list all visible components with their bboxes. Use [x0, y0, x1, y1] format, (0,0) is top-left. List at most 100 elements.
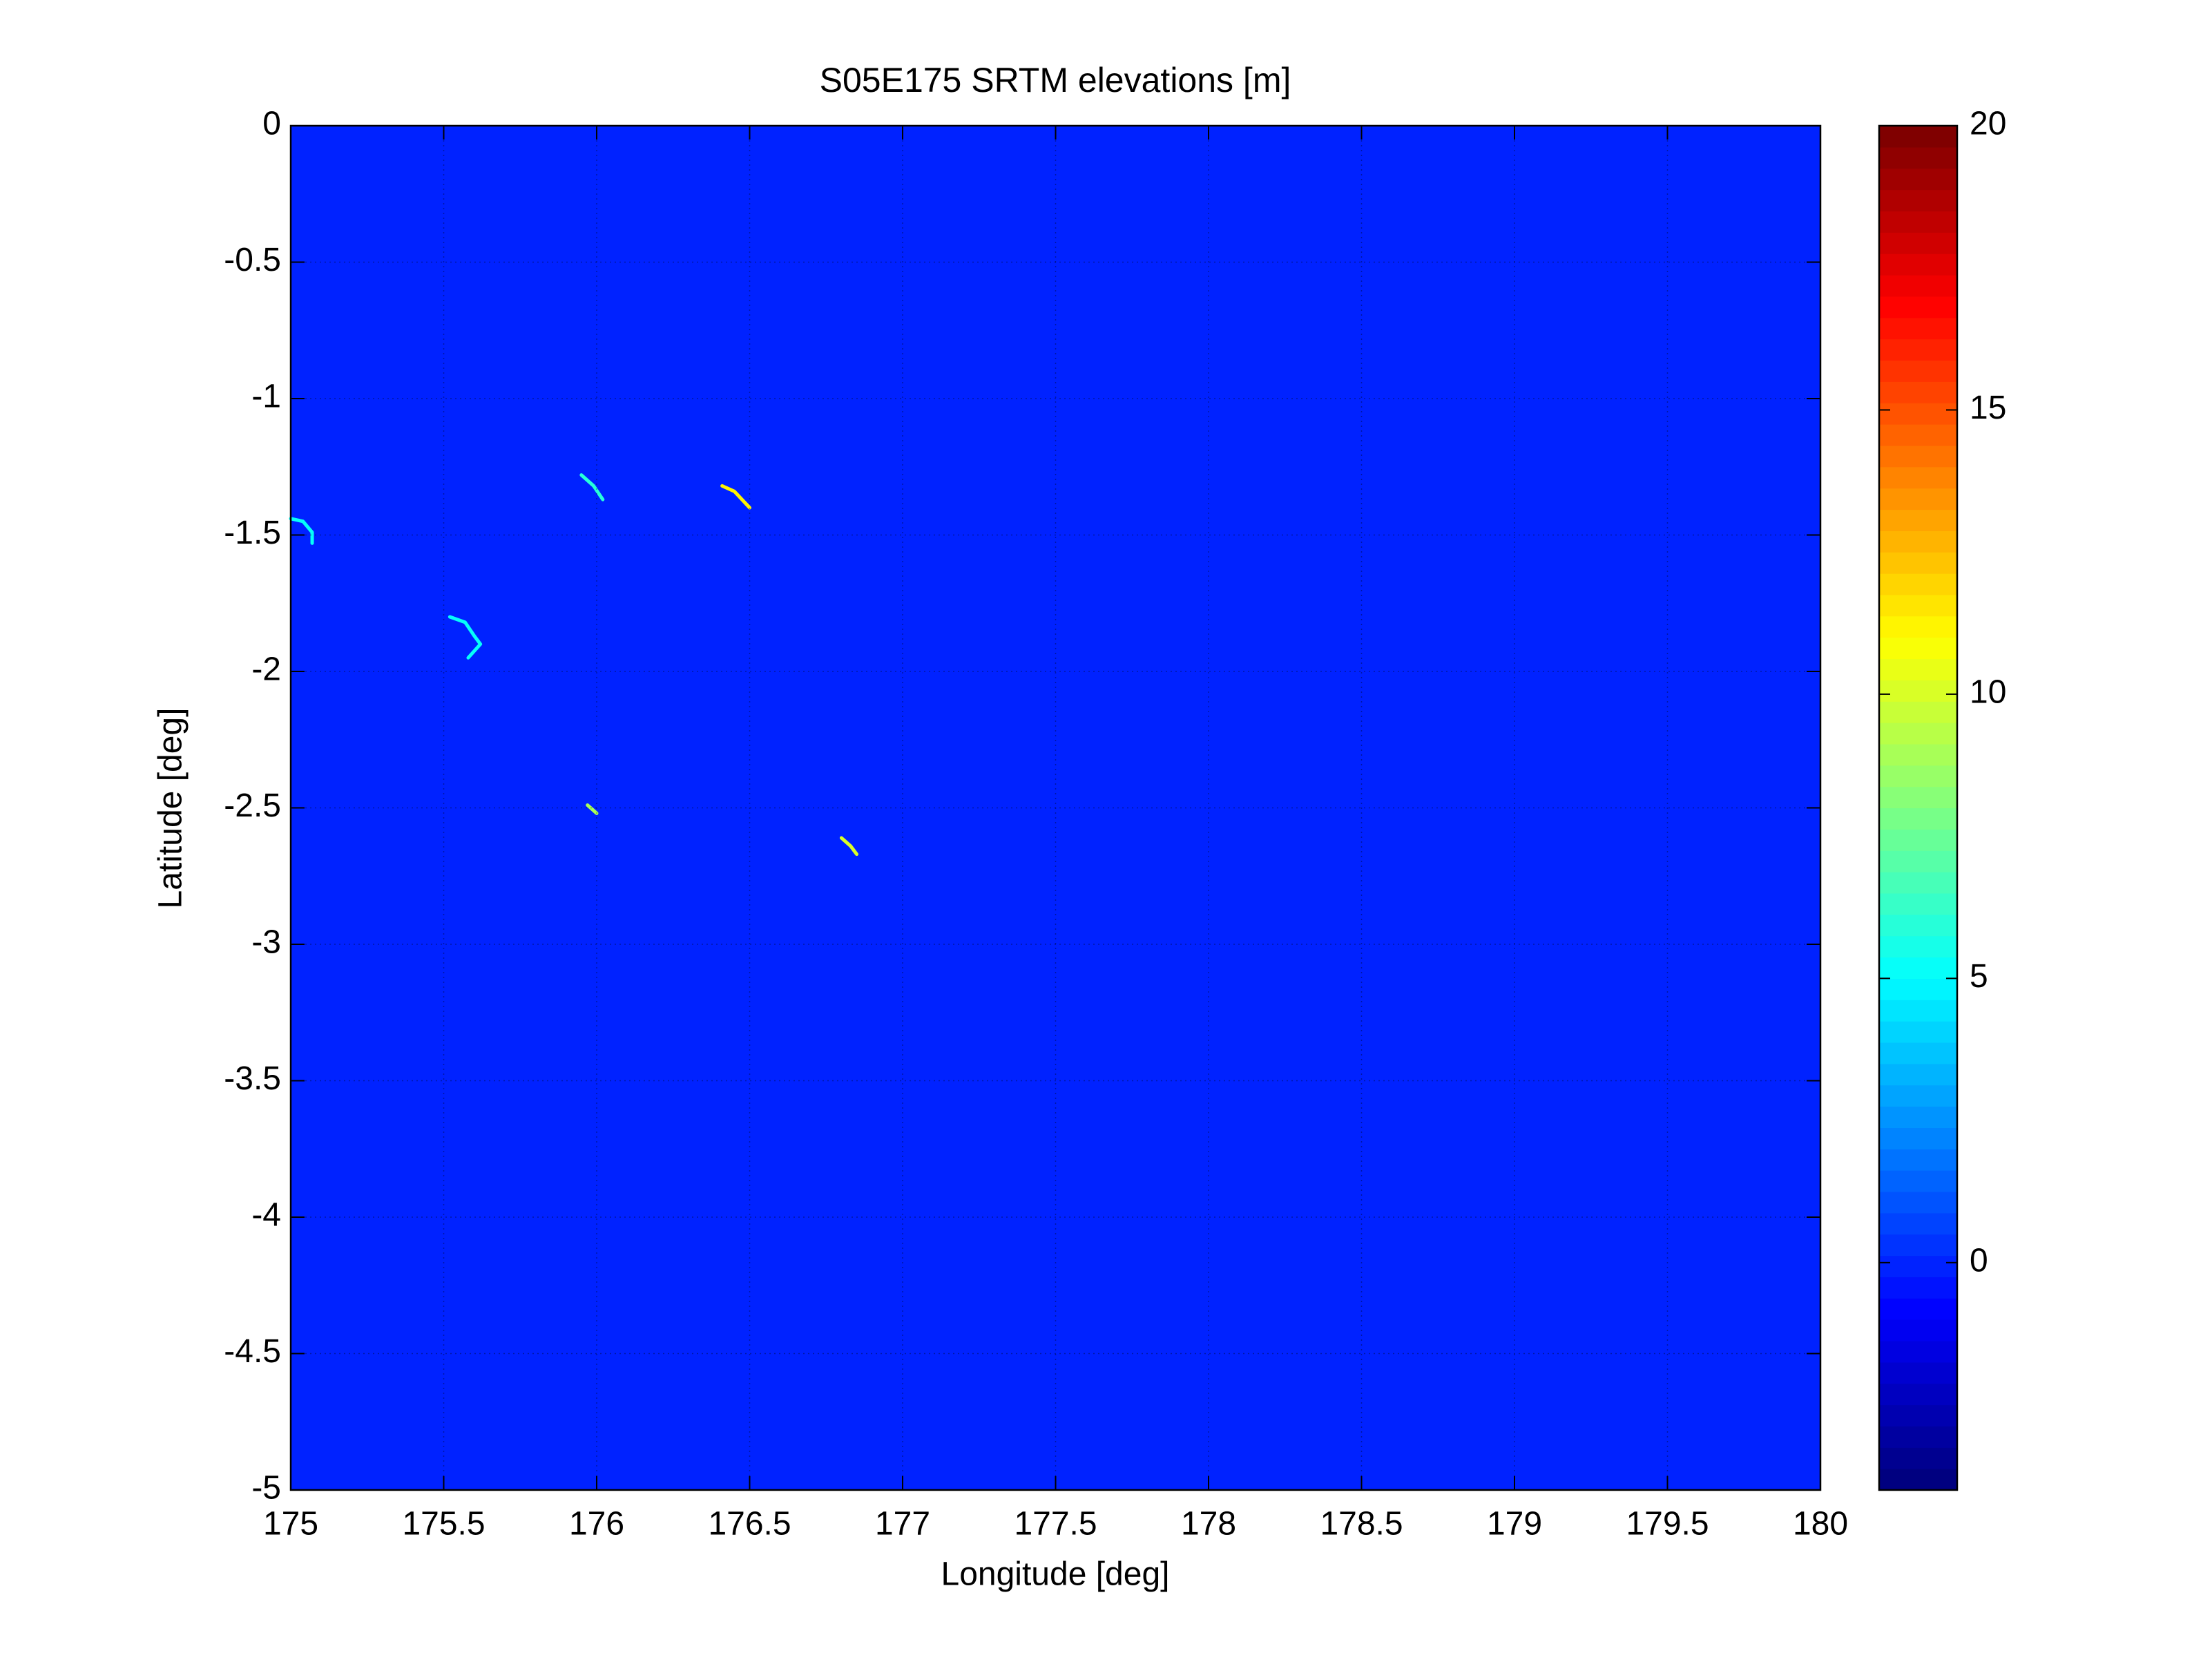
colorbar-swatch — [1879, 1319, 1957, 1341]
colorbar-swatch — [1879, 1255, 1957, 1278]
colorbar-swatch — [1879, 1212, 1957, 1235]
colorbar-swatch — [1879, 1277, 1957, 1299]
colorbar-swatch — [1879, 743, 1957, 766]
colorbar-swatch — [1879, 146, 1957, 169]
colorbar-swatch — [1879, 232, 1957, 254]
y-tick-label: -4 — [251, 1197, 281, 1234]
y-tick-label: -1 — [251, 379, 281, 415]
colorbar-swatch — [1879, 723, 1957, 745]
x-tick-label: 175.5 — [402, 1506, 485, 1542]
chart-title: S05E175 SRTM elevations [m] — [820, 61, 1291, 99]
x-tick-label: 176.5 — [708, 1506, 791, 1542]
colorbar-swatch — [1879, 594, 1957, 617]
colorbar-swatch — [1879, 296, 1957, 318]
colorbar-swatch — [1879, 1191, 1957, 1214]
colorbar-swatch — [1879, 1234, 1957, 1257]
colorbar-swatch — [1879, 466, 1957, 489]
colorbar-swatch — [1879, 615, 1957, 638]
colorbar-swatch — [1879, 488, 1957, 510]
x-tick-label: 178 — [1181, 1506, 1236, 1542]
y-tick-label: -3 — [251, 924, 281, 961]
island — [586, 803, 599, 815]
colorbar-swatch — [1879, 1404, 1957, 1427]
colorbar-swatch — [1879, 1085, 1957, 1107]
x-tick-label: 176 — [569, 1506, 624, 1542]
x-tick-label: 177.5 — [1014, 1506, 1097, 1542]
y-tick-label: -5 — [251, 1470, 281, 1507]
colorbar-swatch — [1879, 1426, 1957, 1448]
colorbar-swatch — [1879, 1298, 1957, 1320]
x-tick-label: 179.5 — [1626, 1506, 1709, 1542]
island — [579, 473, 605, 502]
colorbar-frame — [1878, 124, 1959, 1491]
colorbar-swatch — [1879, 1149, 1957, 1171]
colorbar-swatch — [1879, 1340, 1957, 1363]
colorbar-swatch — [1879, 573, 1957, 595]
y-axis-label: Latitude [deg] — [153, 708, 189, 909]
colorbar-swatch — [1879, 1170, 1957, 1192]
colorbar-swatch — [1879, 126, 1957, 148]
colorbar-swatch — [1879, 872, 1957, 894]
colorbar-swatch — [1879, 1063, 1957, 1086]
island — [448, 615, 483, 660]
y-tick-label: -1.5 — [224, 515, 281, 551]
y-tick-label: -2 — [251, 651, 281, 688]
colorbar-swatch — [1879, 552, 1957, 574]
island — [720, 484, 751, 510]
colorbar-swatch — [1879, 701, 1957, 723]
colorbar-swatch — [1879, 680, 1957, 702]
colorbar-swatch — [1879, 360, 1957, 382]
colorbar-swatch — [1879, 1447, 1957, 1469]
colorbar-swatch — [1879, 1362, 1957, 1384]
colorbar-swatch — [1879, 168, 1957, 191]
colorbar-swatch — [1879, 892, 1957, 915]
colorbar-swatch — [1879, 658, 1957, 680]
colorbar-swatch — [1879, 1469, 1957, 1491]
colorbar-tick-label: 10 — [1970, 674, 2006, 711]
x-tick-label: 175 — [263, 1506, 318, 1542]
colorbar-tick-label: 5 — [1970, 958, 1988, 995]
colorbar-swatch — [1879, 254, 1957, 276]
colorbar-swatch — [1879, 829, 1957, 851]
colorbar-swatch — [1879, 1106, 1957, 1128]
colorbar-swatch — [1879, 978, 1957, 1000]
colorbar-tick-label: 15 — [1970, 390, 2006, 426]
x-axis-label: Longitude [deg] — [941, 1556, 1170, 1593]
y-tick-label: -2.5 — [224, 787, 281, 824]
colorbar-swatch — [1879, 424, 1957, 446]
colorbar-swatch — [1879, 189, 1957, 212]
colorbar-swatch — [1879, 1383, 1957, 1406]
y-tick-label: -3.5 — [224, 1060, 281, 1097]
colorbar-swatch — [1879, 445, 1957, 468]
colorbar-swatch — [1879, 211, 1957, 233]
colorbar-swatch — [1879, 509, 1957, 531]
colorbar-swatch — [1879, 317, 1957, 340]
colorbar-swatch — [1879, 957, 1957, 979]
x-tick-label: 180 — [1793, 1506, 1848, 1542]
colorbar-swatch — [1879, 637, 1957, 660]
colorbar-tick-label: 0 — [1970, 1243, 1988, 1279]
y-tick-label: -0.5 — [224, 242, 281, 278]
x-tick-label: 178.5 — [1320, 1506, 1403, 1542]
axes-frame — [289, 124, 1822, 1491]
colorbar-tick-label: 20 — [1970, 106, 2006, 142]
colorbar-swatch — [1879, 531, 1957, 553]
colorbar-swatch — [1879, 914, 1957, 937]
x-tick-label: 179 — [1487, 1506, 1542, 1542]
colorbar-swatch — [1879, 786, 1957, 809]
colorbar-swatch — [1879, 1042, 1957, 1064]
colorbar-swatch — [1879, 765, 1957, 787]
colorbar-swatch — [1879, 275, 1957, 297]
y-tick-label: 0 — [262, 106, 281, 142]
island — [839, 836, 859, 857]
colorbar-swatch — [1879, 1021, 1957, 1043]
colorbar-swatch — [1879, 808, 1957, 830]
colorbar-swatch — [1879, 935, 1957, 958]
colorbar-swatch — [1879, 403, 1957, 425]
colorbar-swatch — [1879, 1127, 1957, 1149]
y-tick-label: -4.5 — [224, 1333, 281, 1370]
x-tick-label: 177 — [875, 1506, 930, 1542]
colorbar-swatch — [1879, 850, 1957, 872]
elevation-field — [291, 126, 1820, 1490]
